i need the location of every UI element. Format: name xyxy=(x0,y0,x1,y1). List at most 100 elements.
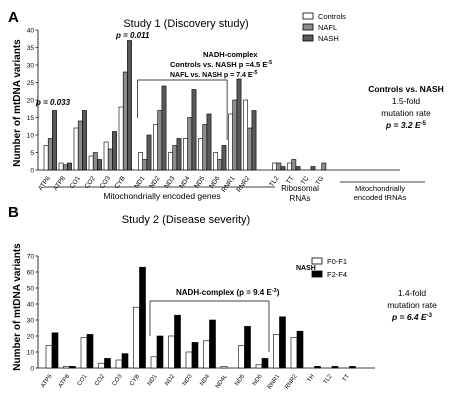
bar-nash-cyb xyxy=(127,40,132,171)
x-tick-label-atp6: ATP6 xyxy=(40,373,54,389)
bar-f0-f1-nd3 xyxy=(185,351,193,369)
bar-nafl-nd2 xyxy=(157,110,163,171)
bar-controls-co3 xyxy=(103,141,109,171)
group-label-trna-2: encoded tRNAs xyxy=(354,193,407,202)
bar-nash-nd2 xyxy=(161,85,167,171)
bar-controls-nd5 xyxy=(198,138,203,171)
bar-f2-f4-nd6 xyxy=(261,358,269,369)
x-tick-label-rnr2: RNR2 xyxy=(236,175,252,194)
x-tick-label-nd4: ND4 xyxy=(199,373,211,387)
bar-nash-co2 xyxy=(97,159,102,171)
bar-nash-tl2 xyxy=(280,166,286,171)
panel-b-legend: F0-F1 F2-F4 NASH xyxy=(296,257,347,279)
bar-controls-rnr2 xyxy=(243,99,248,171)
bar-controls-rnr1 xyxy=(228,113,233,171)
bar-nash-nd3 xyxy=(176,138,182,171)
annotation-side-title: Controls vs. NASH xyxy=(368,84,444,94)
y-tick-label: 0 xyxy=(30,365,34,372)
bar-nash-co1 xyxy=(82,110,87,171)
panel-a-label: A xyxy=(8,9,19,26)
bar-f2-f4-co1 xyxy=(86,334,94,369)
bar-f0-f1-nd6 xyxy=(255,364,263,369)
y-tick-label: 60 xyxy=(27,269,35,276)
y-tick-label: 30 xyxy=(27,62,35,69)
bar-nafl-tg xyxy=(321,162,327,171)
group-label-trna-1: Mitochondrially xyxy=(355,184,405,193)
bar-nash-nd4 xyxy=(191,89,197,171)
legend-swatch-nafl xyxy=(302,23,314,31)
x-tick-label-co2: CO2 xyxy=(84,175,98,190)
bar-nash-rnr2 xyxy=(251,110,257,171)
x-tick-label-co1: CO1 xyxy=(77,373,89,387)
bar-f2-f4-atp8 xyxy=(69,366,76,369)
bar-f2-f4-rnr1 xyxy=(279,316,286,369)
annotation-b-side-rate: mutation rate xyxy=(387,300,437,310)
bar-f0-f1-co2 xyxy=(98,362,105,369)
bar-f2-f4-th xyxy=(314,366,321,369)
x-tick-label-nd6: ND6 xyxy=(208,175,221,190)
bar-f0-f1-nd1 xyxy=(150,356,158,369)
x-tick-label-atp8: ATP8 xyxy=(52,175,67,192)
bar-nash-nd6 xyxy=(221,145,227,171)
x-tick-label-co3: CO3 xyxy=(99,175,113,190)
group-label-rrna-2: RNAs xyxy=(290,194,311,203)
x-tick-label-tl2: TL2 xyxy=(268,175,280,189)
bar-nafl-tl2 xyxy=(276,162,282,171)
bar-f0-f1-cyb xyxy=(133,306,140,369)
bar-nash-rnr1 xyxy=(236,78,242,171)
y-tick-label: 70 xyxy=(27,253,35,260)
x-tick-label-nd3: ND3 xyxy=(182,373,194,387)
y-tick-label: 10 xyxy=(27,132,35,139)
y-tick-label: 35 xyxy=(27,45,35,52)
bar-nash-tc xyxy=(310,166,316,171)
bar-f0-f1-nd5 xyxy=(238,345,245,369)
bar-nafl-nd5 xyxy=(202,124,208,171)
legend-label-f0f1: F0-F1 xyxy=(327,257,347,266)
legend-label-nafl: NAFL xyxy=(318,23,337,32)
legend-swatch-nash xyxy=(302,34,314,42)
panel-a-legend: Controls NAFL NASH xyxy=(302,12,346,43)
bar-f2-f4-co2 xyxy=(104,358,111,369)
y-tick-label: 30 xyxy=(27,317,35,324)
x-tick-label-tg: TG xyxy=(315,175,326,186)
bar-f2-f4-nd4 xyxy=(209,319,216,369)
x-tick-label-co3: CO3 xyxy=(112,373,124,387)
x-tick-label-nd4l: ND4L xyxy=(215,373,229,390)
x-tick-label-nd1: ND1 xyxy=(133,175,146,190)
bar-f0-f1-co1 xyxy=(80,337,88,369)
annotation-atp6-p: p = 0.033 xyxy=(35,98,71,107)
bar-nafl-cyb xyxy=(122,71,128,171)
bar-f2-f4-nd1 xyxy=(156,335,164,369)
x-tick-label-co1: CO1 xyxy=(69,175,83,190)
bar-controls-nd4 xyxy=(183,138,188,171)
bar-nash-atp6 xyxy=(52,110,57,171)
bar-f0-f1-rnr2 xyxy=(290,337,298,369)
y-tick-label: 40 xyxy=(27,301,35,308)
annotation-b-nadh: NADH-complex (p = 9.4 E-3) xyxy=(176,288,280,297)
bar-f0-f1-rnr1 xyxy=(273,334,280,369)
bar-nafl-atp6 xyxy=(47,138,53,171)
bar-f2-f4-tl2 xyxy=(331,366,339,369)
bar-f0-f1-nd4 xyxy=(203,340,210,369)
bar-f0-f1-atp8 xyxy=(63,366,70,369)
x-tick-label-tl2: TL2 xyxy=(323,373,334,385)
x-tick-label-tc: TC xyxy=(300,175,311,186)
annotation-b-side-fold: 1.4-fold xyxy=(398,288,427,298)
bar-controls-co1 xyxy=(73,127,79,171)
legend-label-controls: Controls xyxy=(318,12,346,21)
panel-b-label: B xyxy=(8,204,19,221)
bar-f2-f4-co3 xyxy=(121,353,129,369)
legend-swatch-f2f4 xyxy=(311,270,323,278)
bar-nafl-co2 xyxy=(92,152,98,171)
bar-controls-nd6 xyxy=(213,152,218,171)
x-tick-label-nd4: ND4 xyxy=(178,175,191,190)
bar-nafl-rnr1 xyxy=(232,99,238,171)
bar-nafl-nd4 xyxy=(187,117,193,171)
bar-f0-f1-atp6 xyxy=(45,345,53,369)
y-tick-label: 50 xyxy=(27,285,35,292)
bar-nash-nd1 xyxy=(146,134,152,171)
x-tick-label-co2: CO2 xyxy=(94,373,106,387)
annotation-nadh-title: NADH-complex xyxy=(203,50,258,59)
bar-f2-f4-nd3 xyxy=(191,342,199,369)
legend-swatch-controls xyxy=(302,12,314,20)
